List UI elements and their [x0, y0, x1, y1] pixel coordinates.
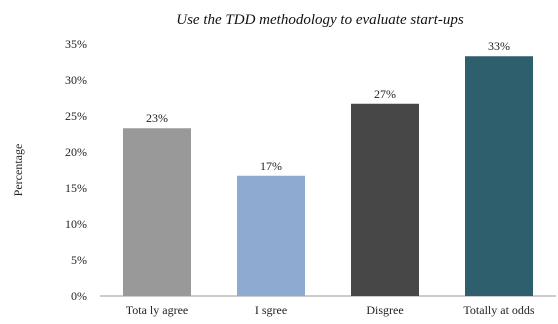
data-label: 33%: [488, 39, 510, 53]
bars: [123, 56, 533, 296]
data-labels: 23% 17% 27% 33%: [146, 39, 510, 173]
category-label: Disgree: [366, 303, 403, 317]
chart-title: Use the TDD methodology to evaluate star…: [176, 12, 464, 28]
y-tick-label: 5%: [71, 253, 87, 267]
bar: [465, 56, 533, 296]
y-tick-label: 35%: [65, 37, 87, 51]
bar: [237, 175, 305, 296]
data-label: 23%: [146, 111, 168, 125]
category-labels: Tota ly agree I sgree Disgree Totally at od…: [126, 303, 535, 317]
data-label: 17%: [260, 159, 282, 173]
data-label: 27%: [374, 87, 396, 101]
y-axis-label: Percentage: [11, 144, 25, 197]
y-tick-label: 15%: [65, 181, 87, 195]
y-tick-label: 20%: [65, 145, 87, 159]
bar: [123, 128, 191, 296]
category-label: I sgree: [255, 303, 287, 317]
y-tick-label: 10%: [65, 217, 87, 231]
y-tick-label: 25%: [65, 109, 87, 123]
y-tick-label: 30%: [65, 73, 87, 87]
category-label: Totally at odds: [463, 303, 534, 317]
y-axis-ticks: 0% 5% 10% 15% 20% 25% 30% 35%: [65, 37, 87, 303]
y-tick-label: 0%: [71, 289, 87, 303]
category-label: Tota ly agree: [126, 303, 188, 317]
bar: [351, 103, 419, 296]
